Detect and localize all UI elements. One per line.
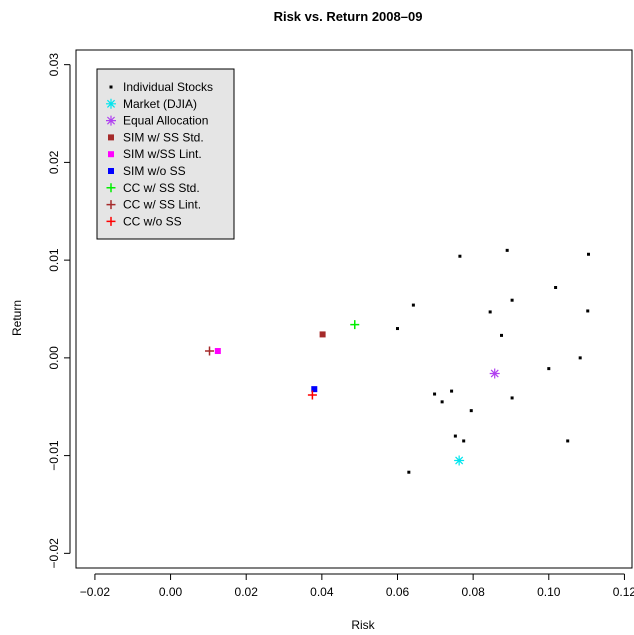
- y-tick-label: 0.03: [47, 53, 61, 77]
- point-individual-stocks: [547, 367, 551, 371]
- y-tick-label: 0.01: [47, 248, 61, 272]
- point-individual-stocks: [407, 470, 411, 474]
- y-tick-label: 0.00: [47, 346, 61, 370]
- point-individual-stocks: [554, 285, 558, 289]
- legend-marker: [109, 85, 113, 89]
- point-individual-stocks: [510, 298, 514, 302]
- y-tick-label: 0.02: [47, 150, 61, 174]
- point-individual-stocks: [411, 303, 415, 307]
- point-sim-w-ss-lint: [214, 348, 221, 355]
- x-tick-label: 0.08: [461, 585, 485, 599]
- point-cc-w-o-ss: [307, 390, 317, 400]
- point-individual-stocks: [488, 310, 492, 314]
- legend-label: SIM w/ SS Std.: [123, 130, 204, 144]
- legend-marker: [108, 134, 114, 141]
- x-tick-label: −0.02: [80, 585, 111, 599]
- point-individual-stocks: [462, 439, 466, 443]
- x-tick-label: 0.06: [386, 585, 410, 599]
- point-cc-w-ss-std: [350, 320, 360, 330]
- legend-marker: [108, 168, 114, 174]
- x-tick-label: 0.00: [159, 585, 183, 599]
- y-tick-label: −0.02: [47, 538, 61, 569]
- x-tick-label: 0.02: [235, 585, 259, 599]
- point-sim-w-ss-std: [319, 331, 326, 338]
- point-individual-stocks: [505, 248, 509, 252]
- x-tick-label: 0.04: [310, 585, 334, 599]
- y-axis-label: Return: [10, 300, 24, 336]
- point-individual-stocks: [450, 389, 454, 393]
- legend-label: Equal Allocation: [123, 114, 208, 128]
- legend-marker: [106, 216, 116, 226]
- point-sim-w-o-ss: [311, 386, 318, 393]
- point-market-djia: [454, 455, 465, 466]
- y-axis: −0.02 −0.01 0.00 0.01 0.02 0.03: [47, 53, 71, 569]
- legend-label: CC w/ SS Std.: [123, 181, 200, 195]
- point-individual-stocks: [566, 439, 570, 443]
- legend-marker: [108, 151, 114, 158]
- legend-label: SIM w/o SS: [123, 164, 186, 178]
- legend-marker: [106, 98, 116, 109]
- point-individual-stocks: [510, 396, 514, 400]
- point-individual-stocks: [500, 333, 504, 337]
- point-individual-stocks: [433, 392, 437, 396]
- legend: Individual Stocks Market (DJIA) Equal Allo…: [96, 68, 235, 240]
- chart-title: Risk vs. Return 2008–09: [274, 9, 423, 24]
- x-axis: −0.02 0.00 0.02 0.04 0.06 0.08 0.10 0.12: [80, 573, 634, 599]
- legend-label: CC w/ SS Lint.: [123, 198, 201, 212]
- legend-marker: [106, 200, 116, 210]
- legend-marker: [106, 115, 116, 126]
- point-individual-stocks: [395, 327, 399, 331]
- x-axis-label: Risk: [351, 618, 375, 632]
- point-equal-allocation: [489, 368, 500, 379]
- point-individual-stocks: [469, 409, 473, 413]
- point-individual-stocks: [458, 254, 462, 258]
- point-individual-stocks: [440, 400, 444, 404]
- data-points: [205, 248, 591, 474]
- legend-label: Individual Stocks: [123, 80, 213, 94]
- point-individual-stocks: [453, 434, 457, 438]
- legend-label: Market (DJIA): [123, 97, 197, 111]
- point-individual-stocks: [587, 252, 591, 256]
- legend-label: SIM w/SS Lint.: [123, 147, 202, 161]
- legend-box: [96, 68, 235, 240]
- x-tick-label: 0.10: [537, 585, 561, 599]
- y-tick-label: −0.01: [47, 440, 61, 471]
- point-individual-stocks: [586, 309, 590, 313]
- plot-frame: [75, 49, 633, 569]
- x-tick-label: 0.12: [613, 585, 634, 599]
- point-cc-w-ss-lint: [205, 346, 215, 356]
- legend-marker: [106, 183, 116, 193]
- point-individual-stocks: [578, 356, 582, 360]
- legend-label: CC w/o SS: [123, 214, 182, 228]
